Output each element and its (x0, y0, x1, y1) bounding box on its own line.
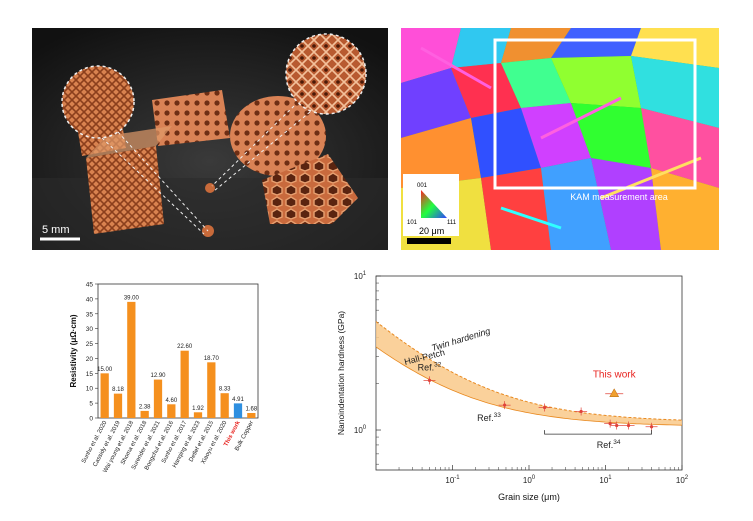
bar (207, 362, 216, 418)
bar (167, 404, 176, 418)
y-axis-label: Nanoindentation hardness (GPa) (336, 311, 346, 435)
x-tick-label: 101 (599, 475, 612, 485)
x-tick-label: 100 (523, 475, 536, 485)
bar-value-label: 1.92 (192, 406, 204, 412)
bar (100, 373, 109, 418)
bar (127, 301, 136, 418)
photo-illustration: 5 mm (32, 28, 388, 250)
y-tick-label: 30 (86, 326, 94, 333)
x-axis-label: Grain size (μm) (498, 492, 560, 502)
ebsd-illustration: KAM measurement area 001 101 111 20 μm (401, 28, 719, 250)
y-tick-label: 40 (86, 296, 94, 303)
copper-lattice-photo: 5 mm (32, 28, 388, 250)
resistivity-chart-svg: 0 5 10 15 20 25 30 35 40 45 Resistivity (μΩ·cm) 15.… (69, 282, 259, 474)
ref33-label: Ref.33 (477, 412, 501, 423)
ipf-corner-001: 001 (417, 183, 428, 189)
bar-value-label: 12.90 (150, 373, 166, 379)
y-tick-label: 100 (354, 425, 367, 435)
bar (247, 412, 256, 418)
y-tick-label: 15 (86, 371, 94, 378)
bar-plot-frame (97, 283, 259, 419)
bar-value-label: 8.18 (112, 387, 124, 393)
y-tick-label: 101 (354, 271, 367, 281)
y-tick-label: 20 (86, 356, 94, 363)
bar-value-label: 1.68 (245, 406, 257, 412)
y-tick-label: 0 (89, 416, 93, 423)
data-point (579, 409, 583, 414)
ebsd-scale-bar (407, 238, 451, 244)
kam-label: KAM measurement area (570, 192, 668, 202)
bar-value-label: 2.38 (139, 404, 151, 410)
bar-value-label: 39.00 (124, 295, 140, 301)
data-point (626, 423, 631, 428)
kam-box (493, 38, 697, 190)
y-axis-label: Resistivity (μΩ·cm) (69, 314, 78, 387)
ref32-label: Ref.32 (418, 361, 442, 372)
resistivity-bar-chart: 0 5 10 15 20 25 30 35 40 45 Resistivity (μΩ·cm) 15.… (62, 268, 318, 508)
photo-scale-label: 5 mm (42, 224, 70, 236)
ref34-bracket (544, 430, 652, 435)
bar-value-label: 8.33 (219, 387, 231, 393)
this-work-label: This work (593, 370, 637, 381)
data-point (427, 378, 432, 382)
hall-petch-curve (375, 346, 683, 426)
twin-hardening-curve (375, 321, 683, 421)
hardness-vs-grain-size-plot: 10-1 100 101 102 100 101 Grain size (μm) Nanoin… (330, 264, 722, 516)
y-tick-label: 10 (86, 386, 94, 393)
hardness-plot-svg: 10-1 100 101 102 100 101 Grain size (μm) Nanoin… (336, 271, 689, 502)
bar (193, 412, 203, 418)
bar-value-label: 15.00 (97, 367, 113, 373)
x-tick-label: 102 (676, 475, 689, 485)
ebsd-map: KAM measurement area 001 101 111 20 μm (401, 28, 719, 250)
y-tick-label: 45 (86, 282, 94, 289)
this-work-point (609, 388, 620, 397)
bar (113, 393, 123, 418)
ipf-triangle (421, 190, 447, 218)
ipf-corner-111: 111 (447, 220, 457, 226)
y-tick-label: 25 (86, 341, 94, 348)
bar (233, 403, 243, 418)
bar (153, 379, 163, 418)
bar-value-label: 4.60 (165, 398, 177, 404)
y-tick-label: 5 (89, 401, 93, 408)
data-point (615, 423, 619, 428)
data-point (649, 425, 654, 429)
data-point (543, 405, 547, 410)
bar (180, 350, 189, 418)
bar (220, 393, 229, 418)
ref34-label: Ref.34 (597, 439, 621, 450)
bar (140, 410, 149, 418)
bar-value-label: 22.60 (177, 344, 193, 350)
data-point (608, 422, 612, 426)
bar-value-label: 18.70 (204, 356, 220, 362)
hall-petch-band (376, 321, 682, 426)
x-tick-label: 10-1 (445, 475, 460, 485)
y-tick-label: 35 (86, 311, 94, 318)
data-point (503, 403, 507, 407)
ebsd-scale-label: 20 μm (419, 226, 444, 236)
bar-value-label: 4.91 (232, 397, 244, 403)
ipf-corner-101: 101 (407, 220, 418, 226)
